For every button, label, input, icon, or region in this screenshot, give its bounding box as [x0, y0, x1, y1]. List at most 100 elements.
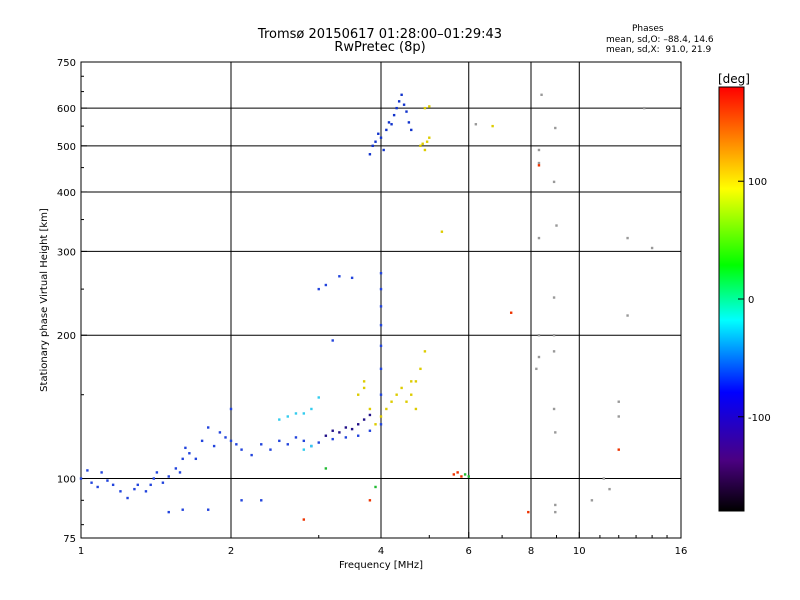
- data-point: [79, 477, 83, 480]
- data-point: [535, 367, 538, 371]
- data-point: [152, 477, 156, 480]
- data-point: [338, 275, 341, 278]
- data-point: [368, 499, 372, 502]
- data-point: [317, 396, 320, 399]
- data-point: [229, 407, 233, 411]
- data-point: [397, 100, 401, 103]
- data-point: [410, 393, 413, 396]
- data-point: [428, 105, 431, 108]
- y-tick-label: 200: [57, 331, 76, 342]
- data-point: [379, 287, 383, 291]
- data-point: [390, 123, 393, 126]
- data-point: [379, 367, 383, 371]
- data-point: [356, 393, 360, 396]
- y-tick-label: 75: [63, 534, 76, 545]
- x-tick-label: 4: [378, 546, 384, 557]
- data-point: [229, 439, 233, 443]
- data-point: [133, 487, 136, 491]
- data-point: [617, 415, 620, 418]
- data-point: [552, 407, 556, 411]
- data-point: [294, 436, 298, 439]
- data-point: [338, 431, 341, 434]
- data-point: [371, 144, 374, 148]
- data-point: [200, 439, 204, 443]
- data-point: [463, 473, 467, 476]
- data-point: [385, 128, 388, 132]
- data-point: [390, 400, 393, 403]
- data-point: [395, 393, 398, 396]
- data-point: [540, 93, 543, 96]
- data-point: [310, 407, 313, 411]
- data-point: [460, 475, 463, 478]
- x-tick-label: 16: [675, 546, 688, 557]
- colorbar-tick-label: -100: [748, 413, 771, 424]
- data-point: [537, 334, 541, 337]
- data-point: [286, 415, 289, 418]
- y-tick-label: 600: [57, 104, 76, 115]
- phase-stats-x-mode: mean, sd,X: 91.0, 21.9: [606, 45, 712, 55]
- data-point: [178, 471, 182, 474]
- data-point: [491, 124, 494, 128]
- data-point: [425, 140, 429, 143]
- data-point: [111, 483, 115, 487]
- data-point: [407, 121, 411, 124]
- data-point: [402, 103, 406, 106]
- data-point: [428, 136, 431, 139]
- data-point: [174, 467, 178, 470]
- data-point: [554, 126, 557, 130]
- data-point: [379, 393, 383, 396]
- x-tick-label: 6: [466, 546, 472, 557]
- data-point: [344, 436, 348, 439]
- data-point: [379, 415, 383, 418]
- data-point: [387, 121, 391, 124]
- data-point: [184, 446, 187, 450]
- chart-subtitle: RwPretec (8p): [334, 40, 426, 55]
- data-point: [161, 481, 165, 484]
- data-point: [136, 483, 139, 487]
- data-point: [100, 471, 103, 474]
- data-point: [650, 246, 654, 250]
- data-point: [405, 400, 408, 403]
- data-point: [617, 448, 620, 451]
- data-point: [602, 477, 606, 480]
- data-point: [452, 473, 456, 476]
- data-point: [392, 113, 396, 117]
- data-point: [379, 344, 383, 348]
- data-point: [467, 475, 470, 478]
- data-point: [126, 496, 129, 500]
- data-point: [405, 110, 408, 113]
- data-point: [218, 431, 222, 434]
- data-point: [552, 350, 556, 353]
- y-tick-label: 500: [57, 142, 76, 153]
- data-point: [382, 148, 385, 152]
- data-point: [368, 429, 372, 432]
- data-point: [643, 106, 646, 110]
- colorbar-tick-label: 100: [748, 177, 767, 188]
- data-point: [626, 236, 629, 240]
- data-point: [106, 479, 109, 482]
- data-point: [302, 518, 306, 521]
- data-point: [350, 276, 354, 280]
- data-point: [194, 457, 198, 461]
- data-point: [362, 418, 366, 421]
- data-point: [552, 296, 556, 299]
- data-point: [537, 164, 541, 167]
- x-tick-label: 8: [528, 546, 534, 557]
- data-point: [119, 490, 122, 493]
- data-point: [331, 437, 334, 441]
- data-point: [554, 431, 557, 434]
- data-point: [317, 287, 320, 291]
- data-point: [537, 161, 541, 165]
- data-point: [410, 128, 413, 132]
- data-point: [167, 510, 170, 514]
- data-point: [260, 443, 263, 446]
- data-point: [86, 469, 89, 472]
- data-point: [212, 444, 216, 448]
- data-point: [362, 380, 366, 383]
- data-point: [90, 481, 93, 484]
- data-point: [350, 427, 354, 431]
- y-tick-label: 100: [57, 475, 76, 486]
- data-point: [181, 457, 184, 461]
- data-point: [555, 224, 558, 227]
